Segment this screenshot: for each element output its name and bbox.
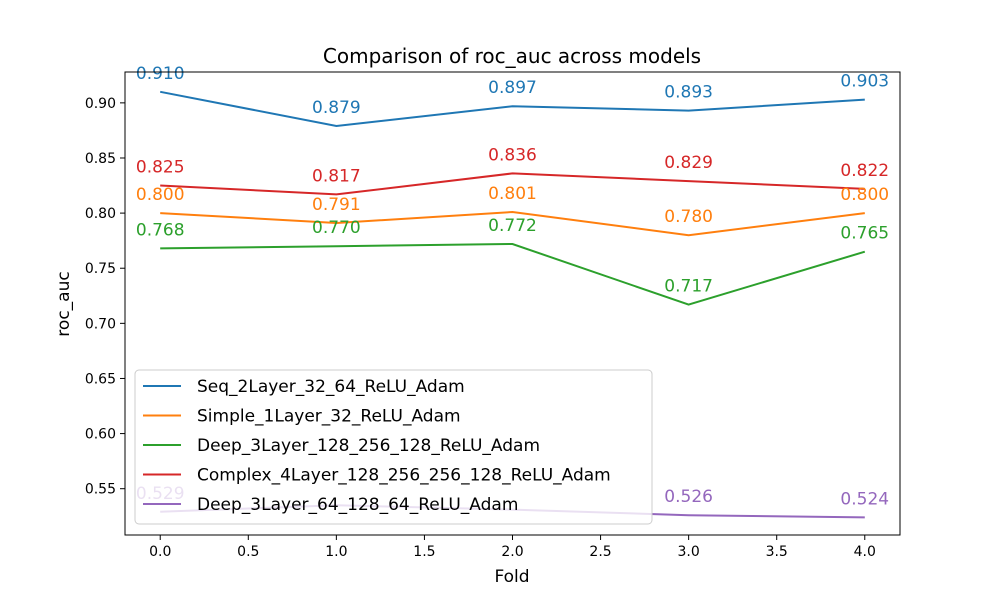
y-tick-label: 0.80: [85, 206, 116, 222]
data-label: 0.800: [840, 185, 889, 205]
x-tick-label: 3.5: [766, 544, 788, 560]
y-tick-label: 0.65: [85, 371, 116, 387]
x-tick-label: 2.0: [501, 544, 523, 560]
legend-box: [134, 369, 653, 525]
data-label: 0.717: [664, 277, 713, 297]
data-label: 0.910: [136, 64, 185, 84]
y-tick-label: 0.75: [85, 261, 116, 277]
y-tick-label: 0.90: [85, 96, 116, 112]
data-label: 0.822: [840, 161, 889, 181]
x-tick-label: 0.0: [149, 544, 171, 560]
x-tick-label: 2.5: [589, 544, 611, 560]
data-label: 0.772: [488, 216, 537, 236]
series-line-2: [160, 242, 866, 306]
data-label: 0.801: [488, 184, 537, 204]
series-line-1: [160, 210, 865, 237]
legend-label: Deep_3Layer_128_256_128_ReLU_Adam: [197, 436, 540, 456]
y-tick-label: 0.60: [85, 427, 116, 443]
data-label: 0.780: [664, 207, 713, 227]
data-label: 0.768: [136, 220, 185, 240]
plot-area: 0.0 0.5 1.0 1.5 2.0 2.5 3.0 3.5 4.0 0.55 0.60 0.65 0…: [85, 64, 901, 560]
chart-title: Comparison of roc_auc across models: [323, 44, 701, 68]
x-tick-label: 4.0: [854, 544, 876, 560]
data-label: 0.829: [664, 153, 713, 173]
x-tick-label: 1.5: [413, 544, 435, 560]
x-axis-title: Fold: [494, 567, 529, 587]
legend-label: Complex_4Layer_128_256_256_128_ReLU_Adam: [197, 466, 611, 486]
data-label: 0.770: [312, 218, 361, 238]
data-label: 0.800: [136, 185, 185, 205]
data-label: 0.817: [312, 166, 361, 186]
legend-label: Deep_3Layer_64_128_64_ReLU_Adam: [197, 495, 518, 515]
y-tick-label: 0.70: [85, 316, 116, 332]
series-line-0: [160, 90, 865, 128]
y-axis-title: roc_auc: [54, 271, 74, 336]
data-label: 0.836: [488, 145, 537, 165]
data-label: 0.903: [840, 72, 889, 92]
data-label: 0.879: [312, 98, 361, 118]
data-label: 0.524: [840, 489, 889, 509]
y-tick-label: 0.85: [85, 151, 116, 167]
x-tick-label: 1.0: [325, 544, 347, 560]
data-label: 0.526: [664, 487, 713, 507]
y-tick-label: 0.55: [85, 482, 116, 498]
legend-label: Seq_2Layer_32_64_ReLU_Adam: [197, 377, 465, 397]
data-label: 0.791: [312, 195, 361, 215]
x-tick-label: 0.5: [237, 544, 259, 560]
data-label: 0.893: [664, 83, 713, 103]
data-label: 0.897: [488, 78, 537, 98]
x-tick-label: 3.0: [678, 544, 700, 560]
data-label: 0.765: [840, 224, 889, 244]
data-label: 0.825: [136, 158, 185, 178]
legend-label: Simple_1Layer_32_ReLU_Adam: [197, 407, 461, 427]
axes-frame: [124, 71, 901, 536]
series-line-3: [160, 172, 865, 196]
